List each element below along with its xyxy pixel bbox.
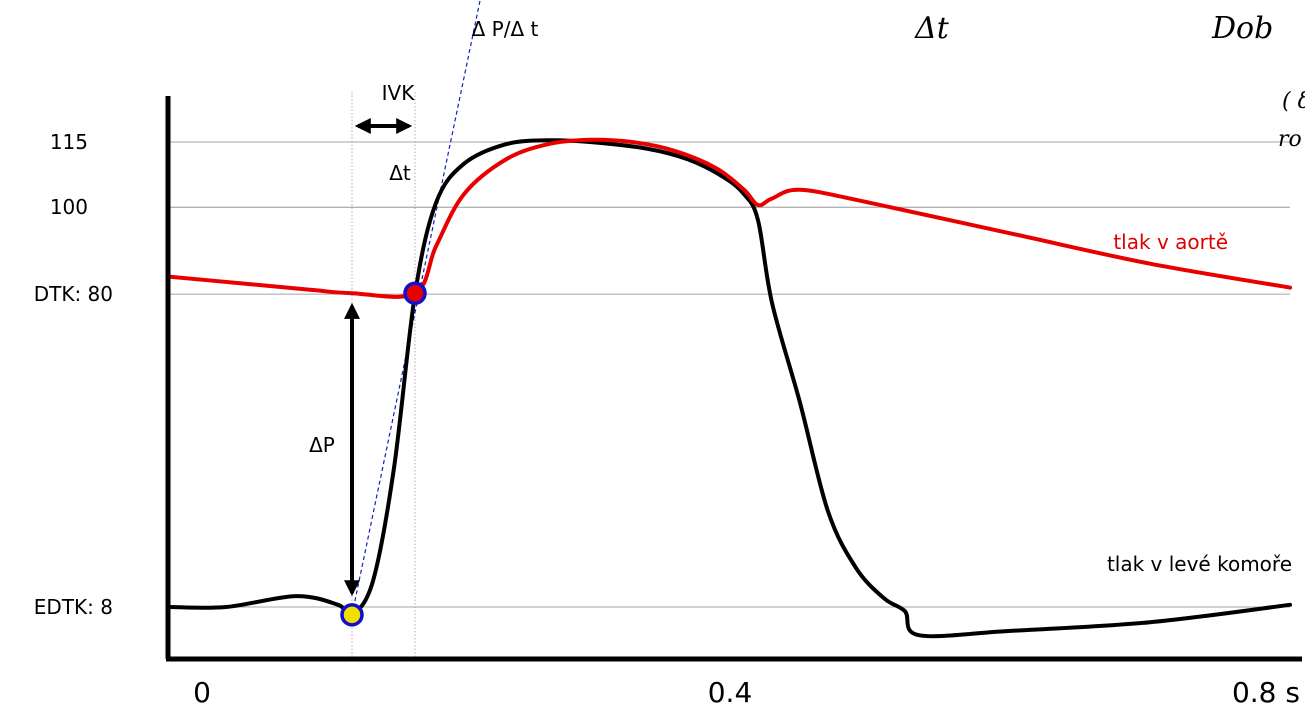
tangent-group: [351, 0, 481, 615]
x-tick-label: 0.8 s: [1232, 676, 1300, 709]
y-tick-label: 100: [50, 195, 88, 219]
aorta-pressure-line: [168, 137, 1292, 299]
y-tick-labels: 115 100 DTK: 80 EDTK: 8: [34, 130, 113, 619]
top-math-delta-t: Δt: [914, 11, 950, 46]
aorta-series-label: tlak v aortě: [1113, 230, 1228, 254]
side-note-2: ro: [1278, 127, 1302, 152]
dtk-point-marker: [403, 281, 427, 305]
tangent-line: [351, 0, 481, 615]
y-tick-label: 115: [50, 130, 88, 154]
delta-t-label: Δt: [389, 161, 411, 185]
markers: [340, 281, 427, 627]
x-tick-label: 0.4: [708, 676, 753, 709]
x-tick-label: 0: [193, 676, 211, 709]
series-group: [168, 137, 1292, 639]
axes: [165, 96, 1302, 662]
arrows: [344, 118, 413, 597]
ventricle-series-label: tlak v levé komoře: [1107, 552, 1292, 576]
reference-lines: [170, 141, 1290, 608]
edtk-point-marker: [340, 603, 364, 627]
y-tick-label: EDTK: 8: [34, 595, 113, 619]
ivk-label: IVK: [382, 81, 416, 105]
side-note-1: ( δ: [1282, 89, 1305, 114]
ventricle-pressure-line: [168, 138, 1292, 639]
y-tick-label: DTK: 80: [34, 282, 113, 306]
delta-p-label: ΔP: [309, 433, 335, 457]
slope-label: Δ P/Δ t: [472, 17, 539, 41]
top-math-dob: Dob: [1211, 11, 1273, 46]
x-tick-labels: 0 0.4 0.8 s: [193, 676, 1300, 709]
